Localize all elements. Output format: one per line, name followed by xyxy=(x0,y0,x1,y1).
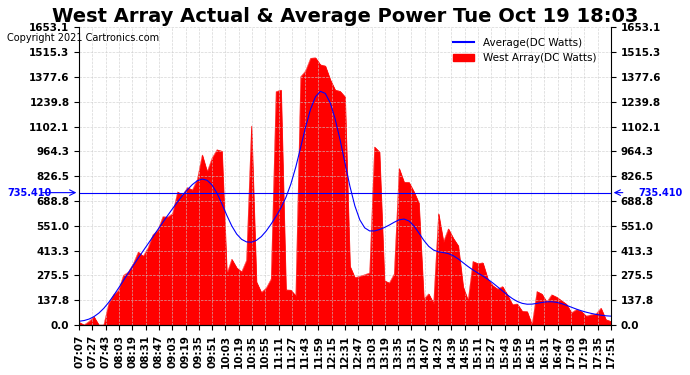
Text: Copyright 2021 Cartronics.com: Copyright 2021 Cartronics.com xyxy=(7,33,159,43)
Title: West Array Actual & Average Power Tue Oct 19 18:03: West Array Actual & Average Power Tue Oc… xyxy=(52,7,638,26)
Legend: Average(DC Watts), West Array(DC Watts): Average(DC Watts), West Array(DC Watts) xyxy=(449,33,600,67)
Text: 735.410: 735.410 xyxy=(7,188,51,198)
Text: 735.410: 735.410 xyxy=(639,188,683,198)
